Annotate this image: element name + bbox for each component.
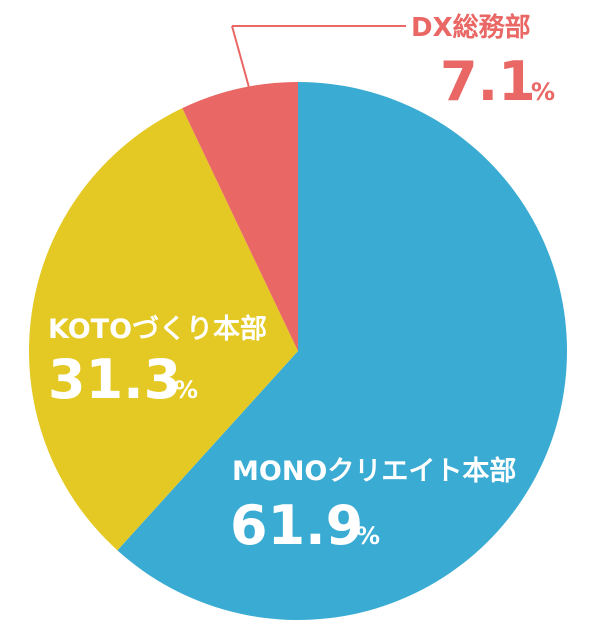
- dx-label-unit: %: [531, 78, 555, 106]
- slice-dx: [182, 82, 298, 351]
- mono-label-value: 61.9: [230, 494, 363, 557]
- dx-label-name: DX総務部: [411, 12, 531, 43]
- slice-koto: [29, 108, 299, 551]
- dx-leader-line: [231, 25, 259, 121]
- slice-mono: [117, 82, 567, 620]
- dx-label-value: 7.1: [440, 50, 536, 113]
- mono-label-unit: %: [356, 522, 380, 550]
- pie-slices: [29, 82, 567, 620]
- koto-label-unit: %: [174, 376, 198, 404]
- koto-label-name: KOTOづくり本部: [48, 313, 267, 345]
- mono-label-name: MONOクリエイト本部: [232, 455, 516, 487]
- koto-label-value: 31.3: [48, 348, 181, 411]
